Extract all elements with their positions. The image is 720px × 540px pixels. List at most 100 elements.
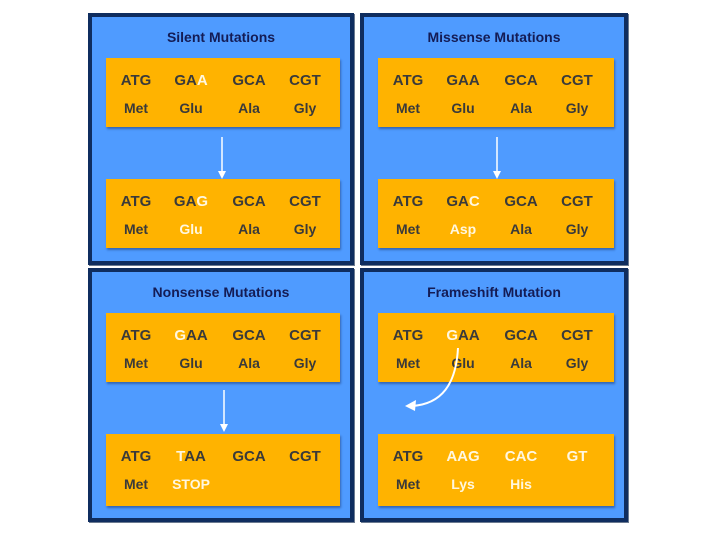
- codon-text: ATG: [380, 193, 436, 210]
- codon-text: ATG: [108, 193, 164, 210]
- mutated-base-text: G: [446, 327, 458, 344]
- base-text: GCA: [232, 327, 266, 344]
- base-text: ATG: [392, 193, 424, 210]
- curved-arrow-icon: [405, 347, 459, 411]
- down-arrow-icon: [218, 137, 226, 179]
- panel-nonsense-mutations: Nonsense Mutations ATG GAA GCA CGT Met Glu Ala…: [88, 268, 354, 522]
- panel-missense-mutations: Missense Mutations ATG GAA GCA CGT Met Glu Ala…: [360, 13, 628, 265]
- codon-text: GCA: [493, 193, 549, 210]
- codon-text: GCA: [493, 327, 549, 344]
- mutated-base-text: C: [468, 193, 480, 210]
- amino-acid-text: Ala: [510, 355, 532, 371]
- amino-acid-text: Met: [123, 355, 149, 371]
- base-text: ATG: [392, 72, 424, 89]
- base-text: GA: [174, 72, 197, 89]
- mutated-base-text: G: [196, 193, 209, 210]
- amino-acid-text: Gly: [293, 221, 317, 237]
- panel-title: Frameshift Mutation: [427, 284, 561, 300]
- amino-acid-text: Lys: [451, 476, 475, 492]
- amino-acid-text: Met: [395, 100, 421, 116]
- codon-text: AAG: [435, 448, 491, 465]
- codon-text: GAA: [435, 72, 491, 89]
- codon-text: ATG: [108, 72, 164, 89]
- mutated-sequence-box: ATG GAC GCA CGT Met Asp Ala Gly: [378, 179, 614, 248]
- base-text: ATG: [120, 448, 152, 465]
- codon-text: GAC: [435, 193, 491, 210]
- amino-acid-text: Ala: [238, 221, 260, 237]
- base-text: ATG: [392, 448, 424, 465]
- amino-acid-text: Ala: [238, 100, 260, 116]
- amino-acid-text: Glu: [179, 355, 203, 371]
- amino-acid-text: Met: [395, 476, 421, 492]
- base-text: AA: [184, 448, 206, 465]
- amino-acid-text: Gly: [565, 355, 589, 371]
- original-sequence-box: ATG GAA GCA CGT Met Glu Ala Gly: [378, 58, 614, 127]
- codon-text: GCA: [221, 448, 277, 465]
- codon-text: GCA: [221, 327, 277, 344]
- original-sequence-box: ATG GAA GCA CGT Met Glu Ala Gly: [106, 58, 340, 127]
- codon-text: CGT: [277, 72, 333, 89]
- codon-text: CGT: [549, 327, 605, 344]
- base-text: GCA: [504, 193, 538, 210]
- base-text: GA: [446, 193, 469, 210]
- base-text: GCA: [232, 72, 266, 89]
- amino-acid-text: His: [510, 476, 532, 492]
- original-sequence-box: ATG GAA GCA CGT Met Glu Ala Gly: [378, 313, 614, 382]
- amino-acid-text: Ala: [510, 100, 532, 116]
- base-text: CGT: [561, 193, 593, 210]
- amino-acid-text: Met: [123, 221, 149, 237]
- codon-text: GAA: [163, 72, 219, 89]
- amino-acid-text: Ala: [238, 355, 260, 371]
- amino-acid-text: Gly: [293, 355, 317, 371]
- mutated-sequence-box: ATG GAG GCA CGT Met Glu Ala Gly: [106, 179, 340, 248]
- codon-text: ATG: [380, 72, 436, 89]
- codon-text: GAA: [435, 327, 491, 344]
- codon-text: CAC: [493, 448, 549, 465]
- codon-text: CGT: [549, 193, 605, 210]
- codon-text: GAA: [163, 327, 219, 344]
- codon-text: GT: [549, 448, 605, 465]
- panel-title: Silent Mutations: [166, 29, 276, 45]
- base-text: GCA: [232, 193, 266, 210]
- amino-acid-text: Glu: [179, 100, 203, 116]
- base-text: GCA: [232, 448, 266, 465]
- down-arrow-icon: [493, 137, 501, 179]
- amino-acid-text: Gly: [565, 221, 589, 237]
- base-text: CGT: [289, 448, 321, 465]
- base-text: ATG: [392, 327, 424, 344]
- base-text: AA: [458, 327, 480, 344]
- base-text: GA: [173, 193, 197, 210]
- amino-acid-text: Gly: [293, 100, 317, 116]
- base-text: GCA: [504, 72, 538, 89]
- down-arrow-icon: [220, 390, 228, 432]
- base-text: GAA: [446, 72, 480, 89]
- panel-title: Missense Mutations: [427, 29, 561, 45]
- base-text: CGT: [561, 327, 593, 344]
- base-text: ATG: [120, 193, 152, 210]
- codon-text: CGT: [277, 327, 333, 344]
- base-text: GCA: [504, 327, 538, 344]
- codon-text: CGT: [277, 448, 333, 465]
- codon-text: GCA: [221, 193, 277, 210]
- mutated-base-text: GT: [566, 448, 588, 465]
- original-sequence-box: ATG GAA GCA CGT Met Glu Ala Gly: [106, 313, 340, 382]
- amino-acid-text: STOP: [172, 476, 210, 492]
- base-text: AA: [186, 327, 208, 344]
- mutated-sequence-box: ATG TAA GCA CGT Met STOP: [106, 434, 340, 506]
- codon-text: GCA: [493, 72, 549, 89]
- codon-text: GCA: [221, 72, 277, 89]
- codon-text: ATG: [380, 448, 436, 465]
- amino-acid-text: Glu: [451, 100, 475, 116]
- mutated-base-text: CAC: [504, 448, 538, 465]
- amino-acid-text: Gly: [565, 100, 589, 116]
- amino-acid-text: Met: [123, 476, 149, 492]
- base-text: CGT: [289, 72, 321, 89]
- base-text: ATG: [120, 327, 152, 344]
- mutated-base-text: T: [176, 448, 185, 465]
- codon-text: CGT: [549, 72, 605, 89]
- base-text: CGT: [289, 327, 321, 344]
- base-text: CGT: [289, 193, 321, 210]
- amino-acid-text: Glu: [179, 221, 203, 237]
- codon-text: ATG: [108, 327, 164, 344]
- codon-text: GAG: [163, 193, 219, 210]
